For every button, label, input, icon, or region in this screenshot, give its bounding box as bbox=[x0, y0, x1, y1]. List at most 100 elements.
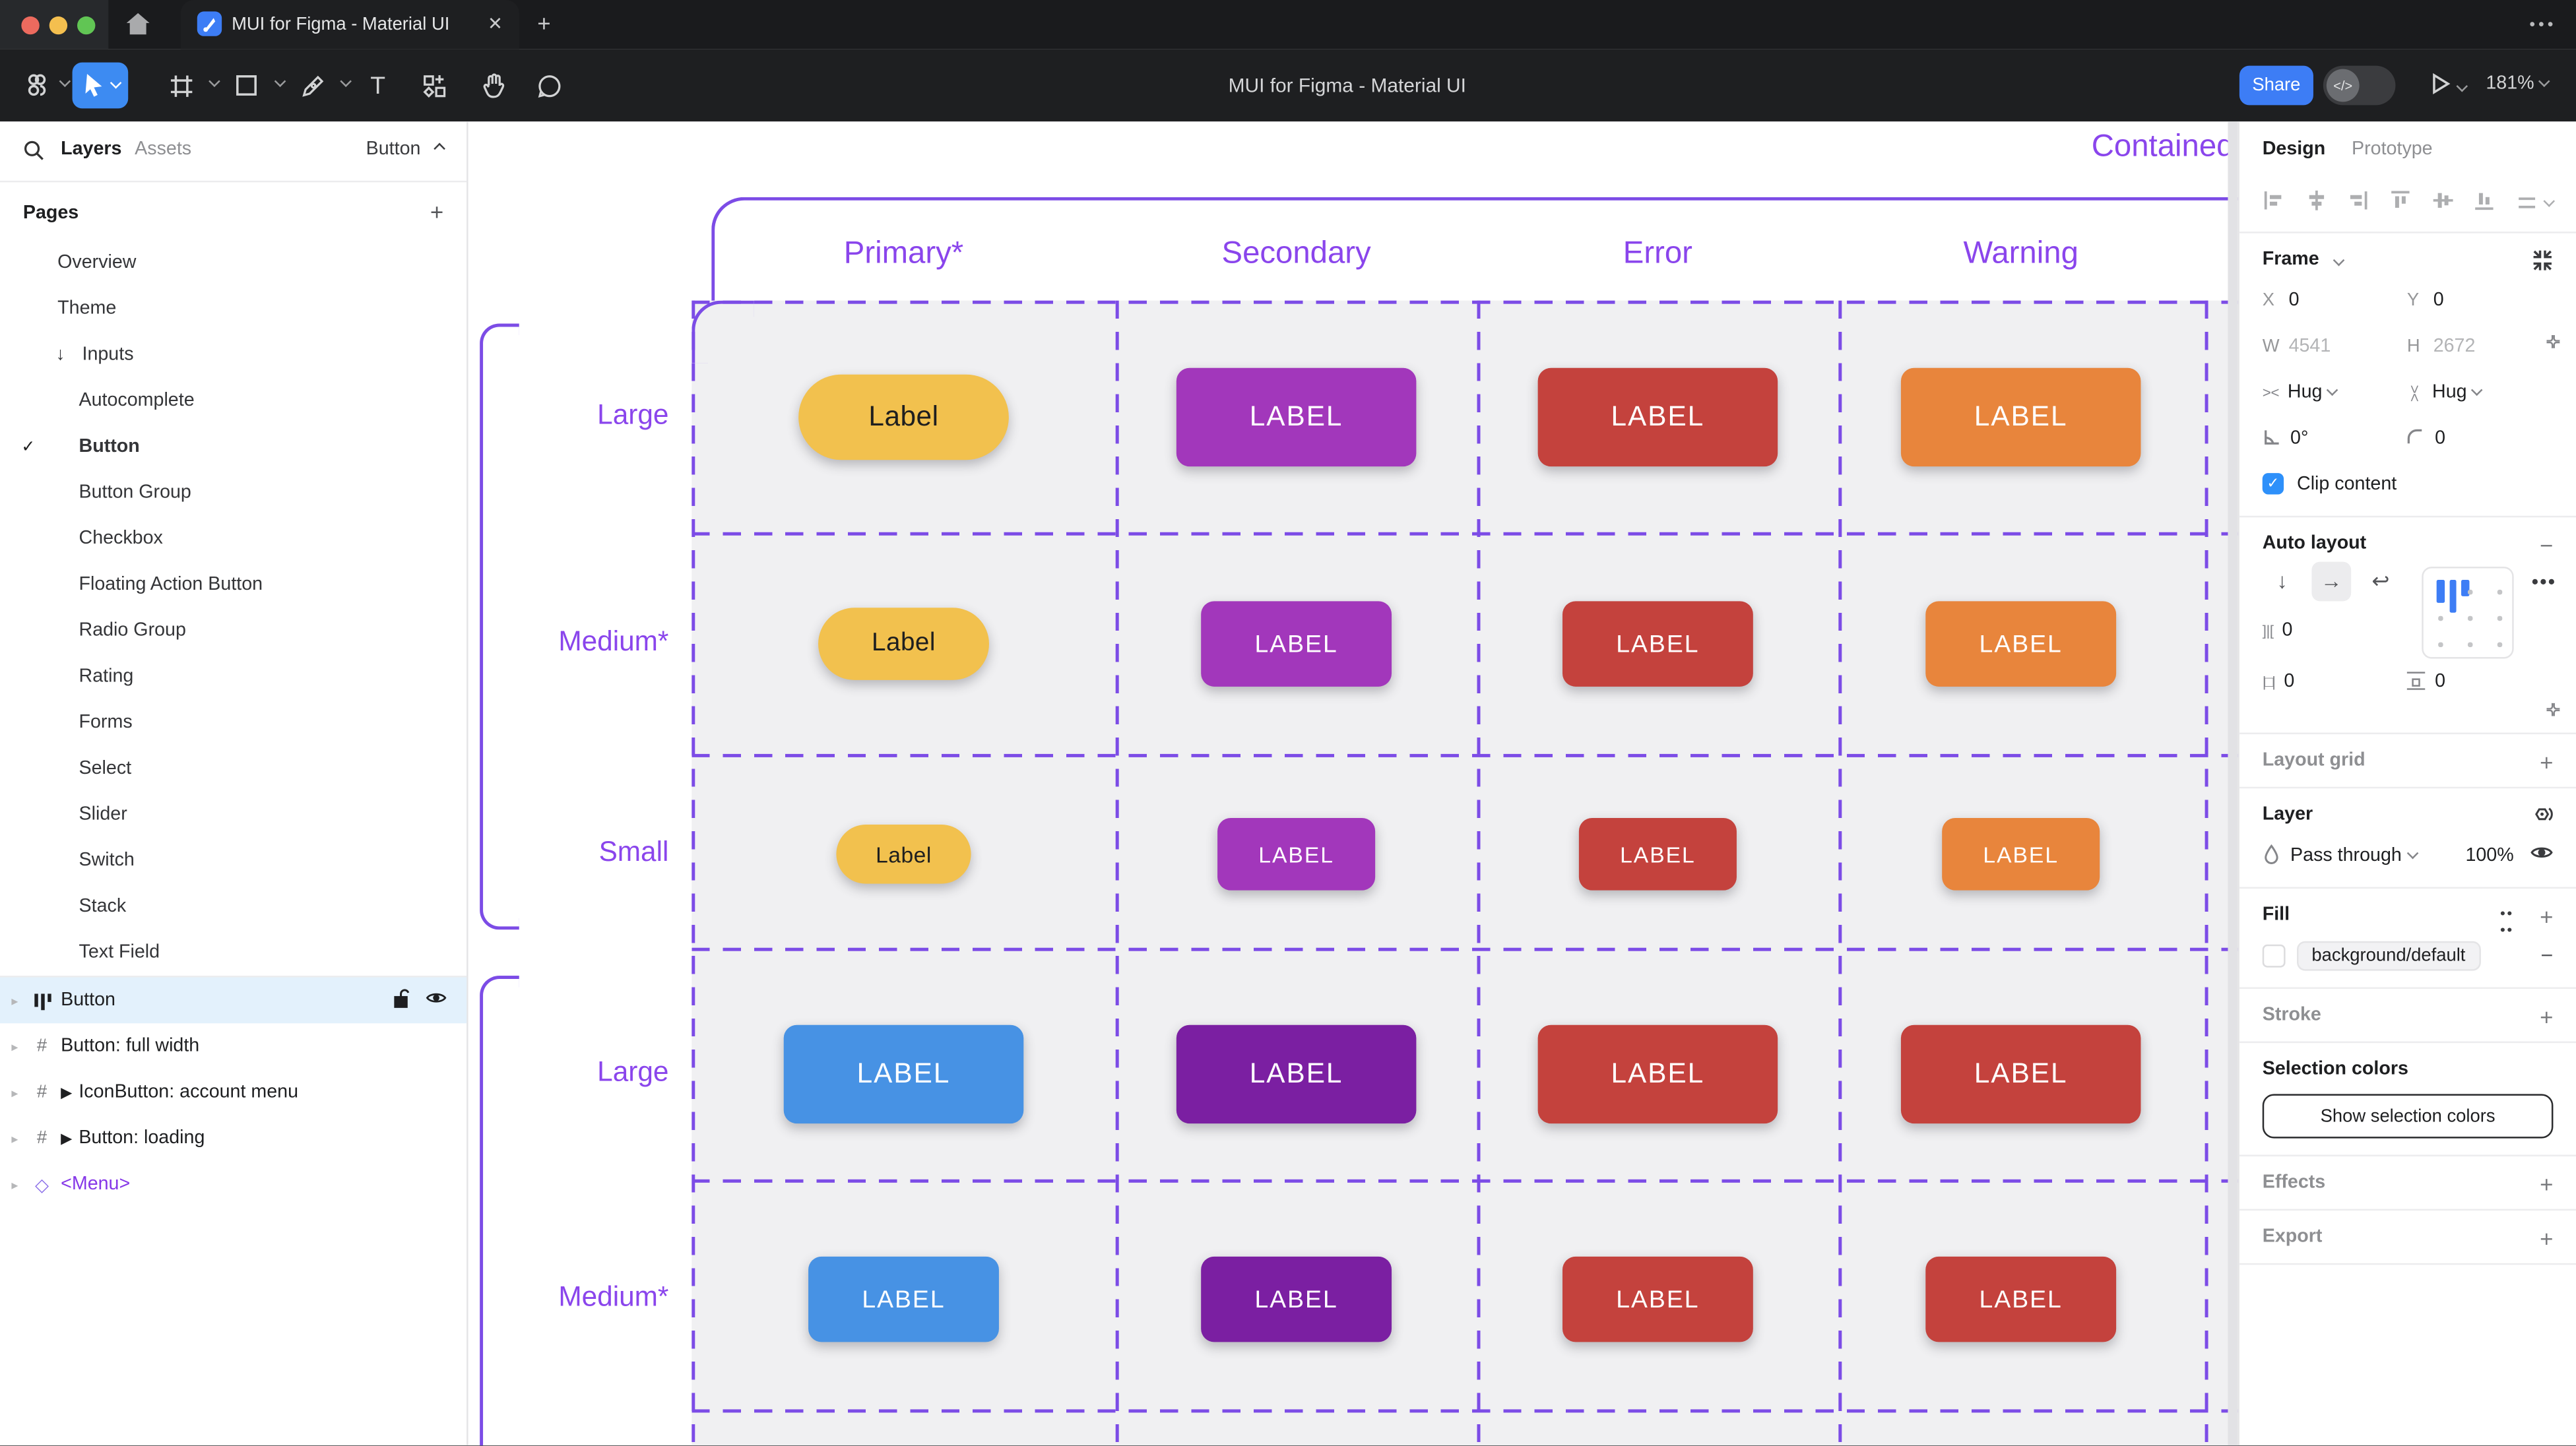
maximize-window-button[interactable] bbox=[77, 15, 96, 34]
align-left-icon[interactable] bbox=[2263, 189, 2286, 216]
move-tool-button[interactable] bbox=[72, 62, 129, 109]
frame-section-chevron-icon[interactable] bbox=[2333, 254, 2344, 267]
frame-section-title[interactable]: Frame bbox=[2262, 249, 2319, 270]
main-menu-chevron-icon[interactable] bbox=[59, 75, 71, 88]
blend-mode-chevron-icon[interactable] bbox=[2406, 846, 2418, 859]
alignment-dot[interactable] bbox=[2497, 642, 2502, 646]
window-overflow-menu-icon[interactable]: ••• bbox=[2529, 16, 2557, 35]
horizontal-padding-field[interactable]: |□| 0 bbox=[2262, 671, 2295, 691]
alignment-dot[interactable] bbox=[2467, 615, 2472, 620]
canvas-button-row3-col1[interactable]: Label bbox=[836, 824, 971, 884]
add-export-icon[interactable]: + bbox=[2540, 1225, 2554, 1252]
frame-tool-button[interactable] bbox=[161, 63, 201, 109]
tab-assets[interactable]: Assets bbox=[135, 139, 192, 160]
sidebar-page-forms[interactable]: Forms bbox=[0, 700, 467, 746]
expand-chevron-icon[interactable]: ▸ bbox=[11, 1084, 18, 1100]
sidebar-page-rating[interactable]: Rating bbox=[0, 654, 467, 700]
show-selection-colors-button[interactable]: Show selection colors bbox=[2262, 1094, 2554, 1139]
visibility-eye-icon[interactable] bbox=[426, 990, 447, 1010]
fill-color-swatch[interactable] bbox=[2262, 943, 2286, 967]
auto-layout-wrap-icon[interactable]: ↩ bbox=[2371, 567, 2390, 592]
add-fill-icon[interactable]: + bbox=[2540, 903, 2554, 930]
remove-auto-layout-icon[interactable]: − bbox=[2540, 532, 2554, 559]
canvas-button-row4-col3[interactable]: LABEL bbox=[1537, 1024, 1778, 1124]
main-menu-icon[interactable] bbox=[16, 63, 56, 109]
fill-styles-icon[interactable]: •• •• bbox=[2500, 904, 2514, 938]
height-field[interactable]: H 2672 bbox=[2406, 336, 2476, 356]
expand-chevron-icon[interactable]: ▸ bbox=[11, 1038, 18, 1054]
comment-tool-button[interactable] bbox=[529, 63, 569, 109]
align-top-icon[interactable] bbox=[2389, 189, 2412, 216]
vertical-resizing-select[interactable]: > < Hug bbox=[2406, 382, 2552, 402]
layer-row--menu-[interactable]: ▸ ◇ <Menu> bbox=[0, 1161, 467, 1207]
corner-radius-field[interactable]: 0 bbox=[2407, 428, 2552, 448]
gap-field[interactable]: ] | [0 bbox=[2262, 619, 2293, 640]
rotation-field[interactable]: 0° bbox=[2263, 428, 2407, 448]
shape-tool-chevron-icon[interactable] bbox=[274, 75, 286, 88]
sidebar-page-checkbox[interactable]: Checkbox bbox=[0, 516, 467, 562]
zoom-level[interactable]: 181% bbox=[2486, 74, 2534, 94]
alignment-dot[interactable] bbox=[2438, 642, 2443, 646]
sidebar-page-inputs[interactable]: ↓ Inputs bbox=[0, 332, 467, 378]
move-tool-chevron-icon[interactable] bbox=[109, 77, 121, 89]
collapse-arrow-icon[interactable]: ↓ bbox=[55, 344, 65, 365]
document-tab[interactable]: MUI for Figma - Material UI ✕ bbox=[180, 0, 519, 49]
canvas-button-row1-col4[interactable]: LABEL bbox=[1900, 367, 2141, 467]
sidebar-page-select[interactable]: Select bbox=[0, 745, 467, 792]
minimize-window-button[interactable] bbox=[49, 15, 68, 34]
unlocked-icon[interactable] bbox=[393, 988, 410, 1013]
sidebar-page-text-field[interactable]: Text Field bbox=[0, 929, 467, 976]
layer-row-button-loading[interactable]: ▸ # ▶ Button: loading bbox=[0, 1116, 467, 1162]
canvas-button-row5-col1[interactable]: LABEL bbox=[808, 1256, 999, 1342]
expand-chevron-icon[interactable]: ▸ bbox=[11, 993, 18, 1008]
canvas-button-row3-col3[interactable]: LABEL bbox=[1578, 818, 1737, 891]
canvas-button-row5-col4[interactable]: LABEL bbox=[1925, 1256, 2117, 1342]
canvas-button-row2-col4[interactable]: LABEL bbox=[1925, 601, 2117, 687]
width-field[interactable]: W 4541 bbox=[2262, 336, 2331, 356]
layer-visibility-eye-icon[interactable] bbox=[2530, 844, 2554, 865]
hand-tool-button[interactable] bbox=[473, 63, 513, 109]
tab-prototype[interactable]: Prototype bbox=[2352, 139, 2433, 160]
sidebar-page-radio-group[interactable]: Radio Group bbox=[0, 608, 467, 654]
auto-layout-alignment-grid[interactable] bbox=[2422, 567, 2514, 659]
present-chevron-icon[interactable] bbox=[2456, 79, 2468, 92]
canvas-button-row5-col2[interactable]: LABEL bbox=[1201, 1256, 1392, 1342]
horizontal-resizing-select[interactable]: > < Hug bbox=[2263, 382, 2407, 402]
layer-row-button-full-width[interactable]: ▸ # Button: full width bbox=[0, 1023, 467, 1069]
canvas-button-row1-col3[interactable]: LABEL bbox=[1537, 367, 1778, 467]
auto-layout-more-icon[interactable]: ••• bbox=[2531, 573, 2557, 593]
canvas-button-row2-col2[interactable]: LABEL bbox=[1201, 601, 1392, 687]
layer-row-button[interactable]: ▸ Button bbox=[0, 977, 467, 1024]
sidebar-page-stack[interactable]: Stack bbox=[0, 884, 467, 930]
close-window-button[interactable] bbox=[21, 15, 40, 34]
remove-fill-icon[interactable]: − bbox=[2540, 943, 2554, 968]
vertical-padding-field[interactable]: 0 bbox=[2406, 671, 2552, 691]
shape-tool-button[interactable] bbox=[227, 63, 267, 109]
canvas-button-row1-col1[interactable]: Label bbox=[798, 374, 1009, 460]
expand-chevron-icon[interactable]: ▸ bbox=[11, 1131, 18, 1146]
add-page-button[interactable]: + bbox=[430, 199, 444, 226]
frame-name-label[interactable]: Contained bbox=[2091, 129, 2234, 164]
resources-tool-button[interactable] bbox=[414, 63, 453, 109]
alignment-dot[interactable] bbox=[2467, 589, 2472, 594]
collapse-panel-icon[interactable] bbox=[2532, 249, 2553, 276]
add-effect-icon[interactable]: + bbox=[2540, 1171, 2554, 1198]
sidebar-page-theme[interactable]: Theme bbox=[0, 286, 467, 332]
align-bottom-icon[interactable] bbox=[2473, 189, 2496, 216]
pen-tool-chevron-icon[interactable] bbox=[340, 75, 352, 88]
canvas-button-row1-col2[interactable]: LABEL bbox=[1176, 367, 1417, 467]
canvas-button-row2-col1[interactable]: Label bbox=[818, 608, 989, 680]
sidebar-page-switch[interactable]: Switch bbox=[0, 838, 467, 884]
tab-design[interactable]: Design bbox=[2262, 139, 2326, 160]
text-tool-button[interactable]: T bbox=[370, 71, 386, 100]
canvas-button-row2-col3[interactable]: LABEL bbox=[1562, 601, 1753, 687]
blend-style-icon[interactable] bbox=[2530, 803, 2554, 831]
new-tab-button[interactable]: + bbox=[537, 9, 551, 36]
opacity-field[interactable]: 100% bbox=[2465, 845, 2514, 865]
close-tab-icon[interactable]: ✕ bbox=[487, 15, 503, 35]
pen-tool-button[interactable] bbox=[292, 63, 332, 109]
search-icon[interactable] bbox=[23, 140, 44, 170]
sidebar-page-button[interactable]: ✓ Button bbox=[0, 424, 467, 470]
